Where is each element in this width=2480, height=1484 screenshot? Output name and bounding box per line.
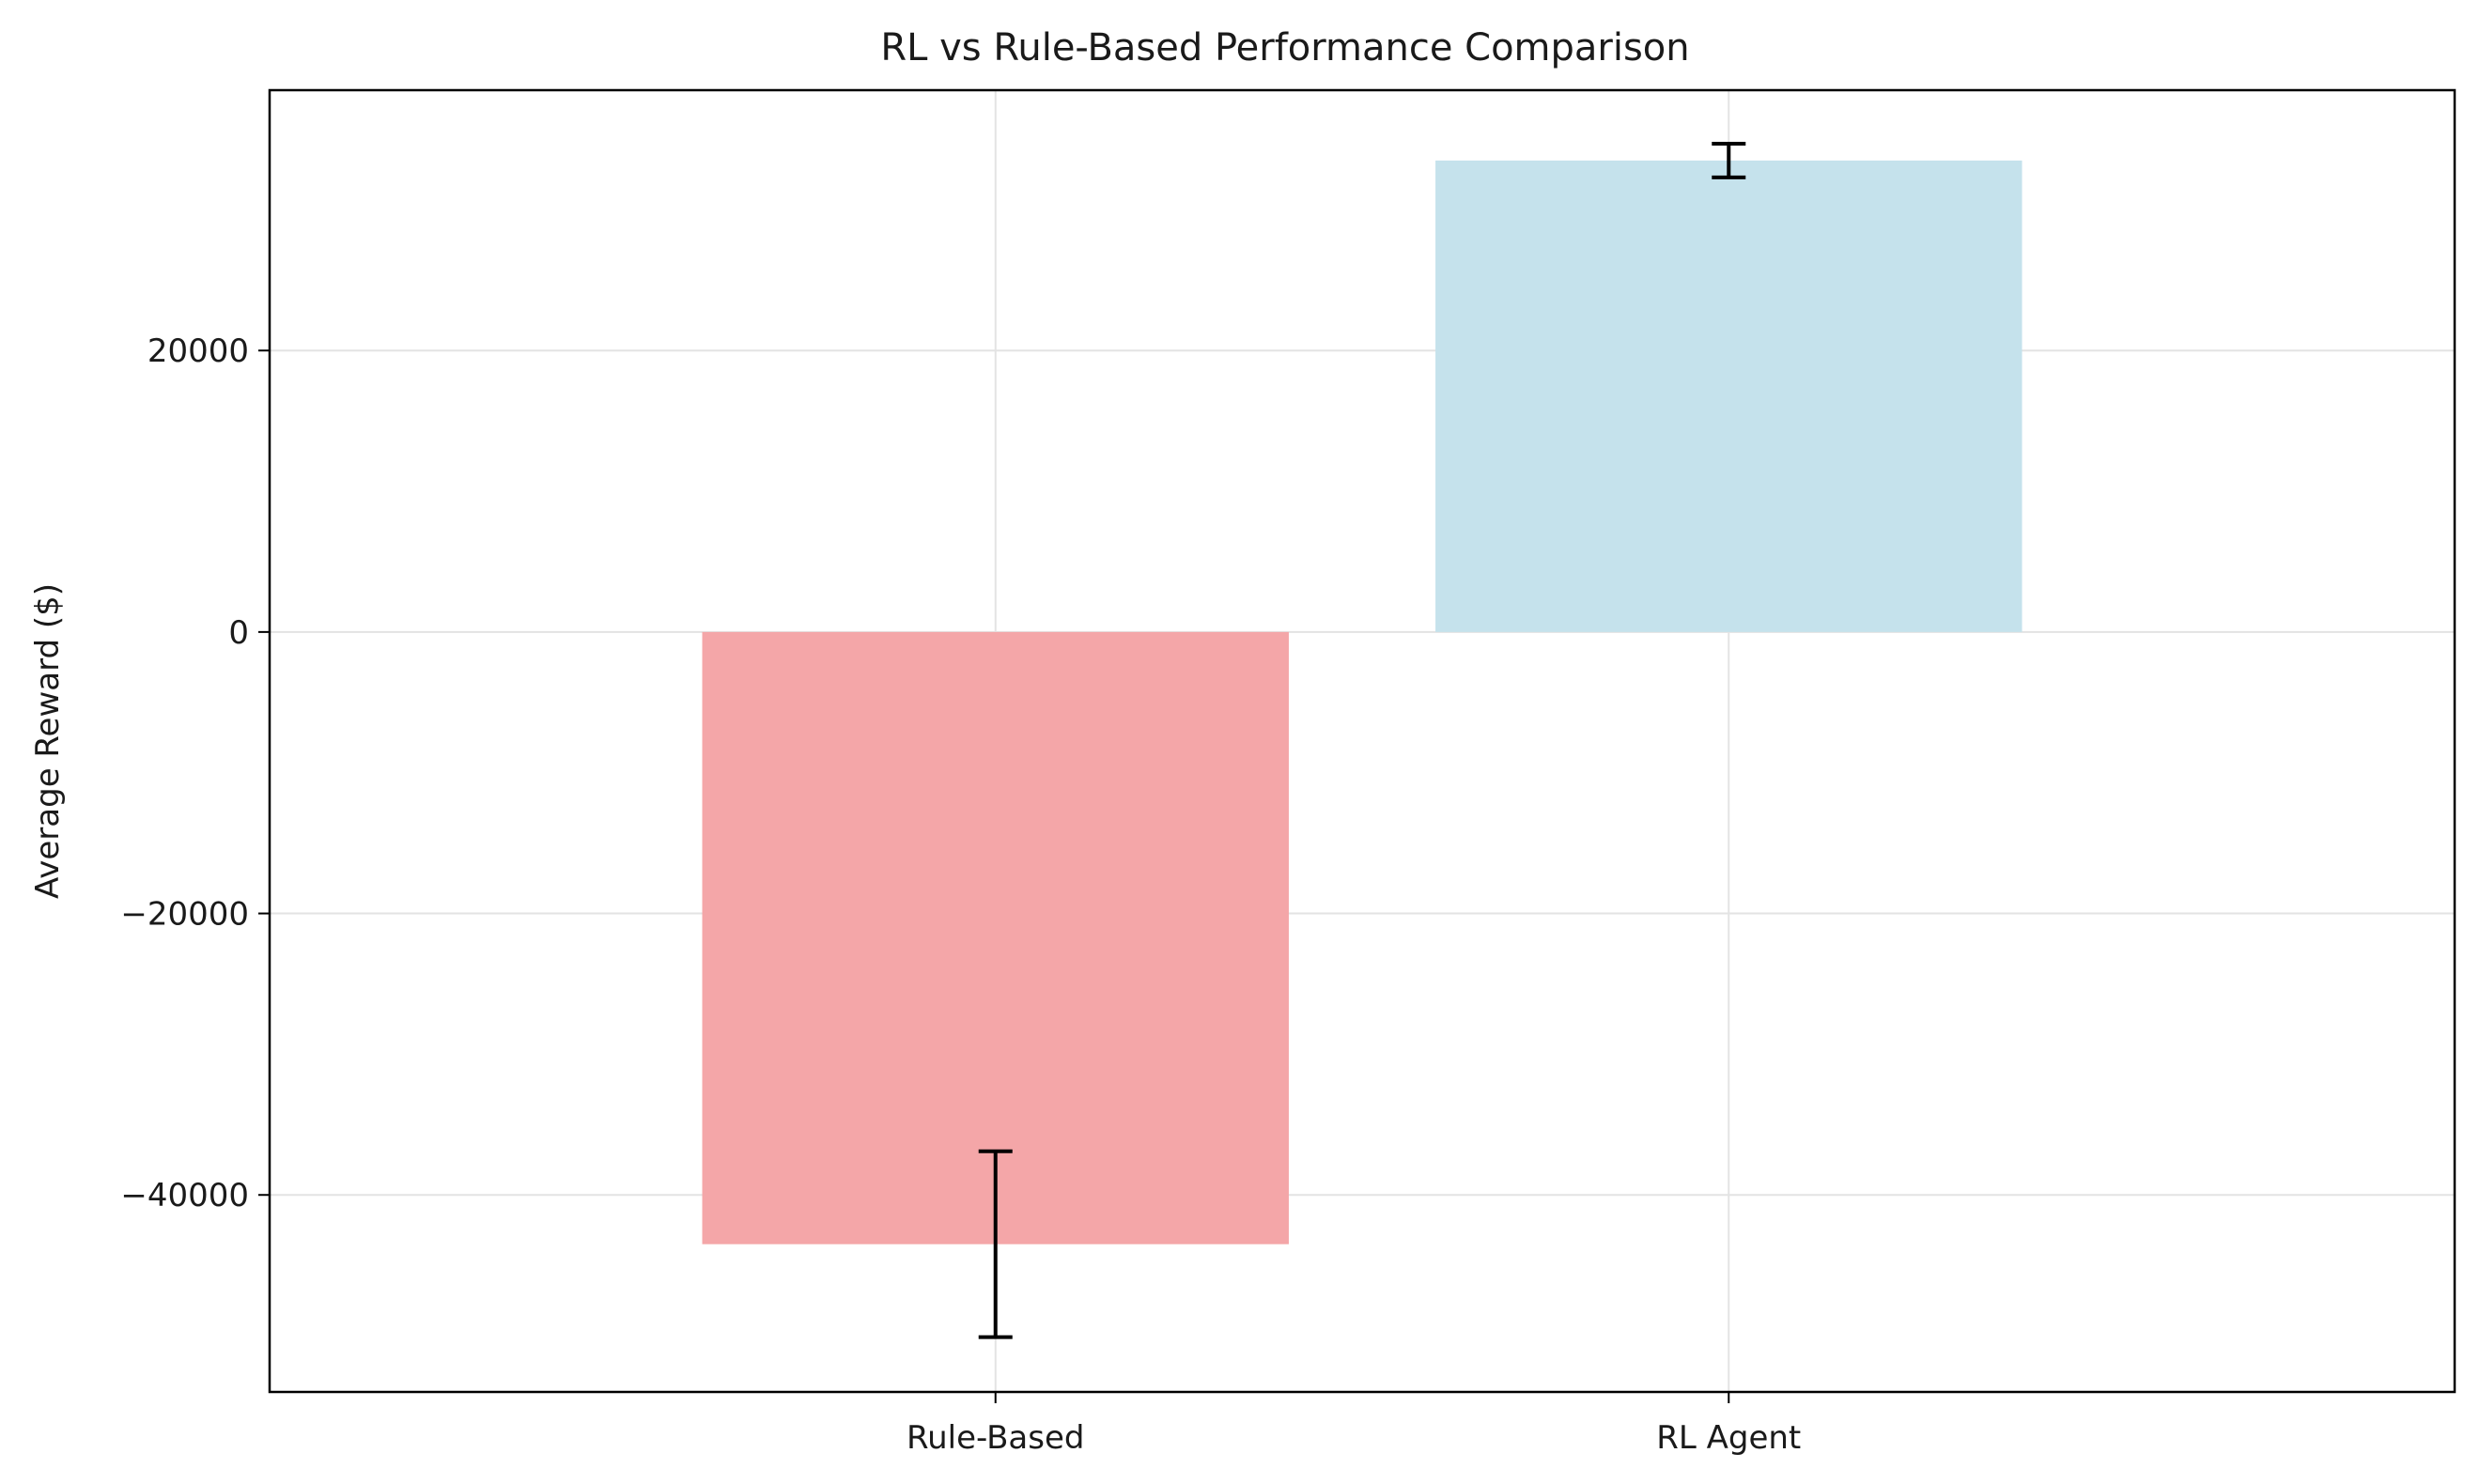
bar-rule-based (702, 631, 1289, 1244)
y-axis-ticks: −40000 −20000 0 20000 (120, 332, 270, 1214)
y-tick-label: −20000 (120, 896, 249, 934)
y-tick-label: 20000 (147, 332, 249, 370)
x-axis-ticks: Rule-Based RL Agent (907, 1392, 1801, 1457)
y-tick-label: 0 (228, 614, 249, 652)
x-tick-label: Rule-Based (907, 1419, 1084, 1457)
bar-rl-agent (1435, 160, 2023, 632)
y-axis-label: Average Reward ($) (29, 583, 67, 899)
plot-frame (268, 88, 2457, 1394)
bars (702, 160, 2023, 1244)
grid-lines (270, 90, 2455, 1392)
chart-title: RL vs Rule-Based Performance Comparison (880, 26, 1689, 70)
x-tick-label: RL Agent (1656, 1419, 1801, 1457)
error-bars (978, 141, 1746, 1339)
y-tick-label: −40000 (120, 1177, 249, 1214)
